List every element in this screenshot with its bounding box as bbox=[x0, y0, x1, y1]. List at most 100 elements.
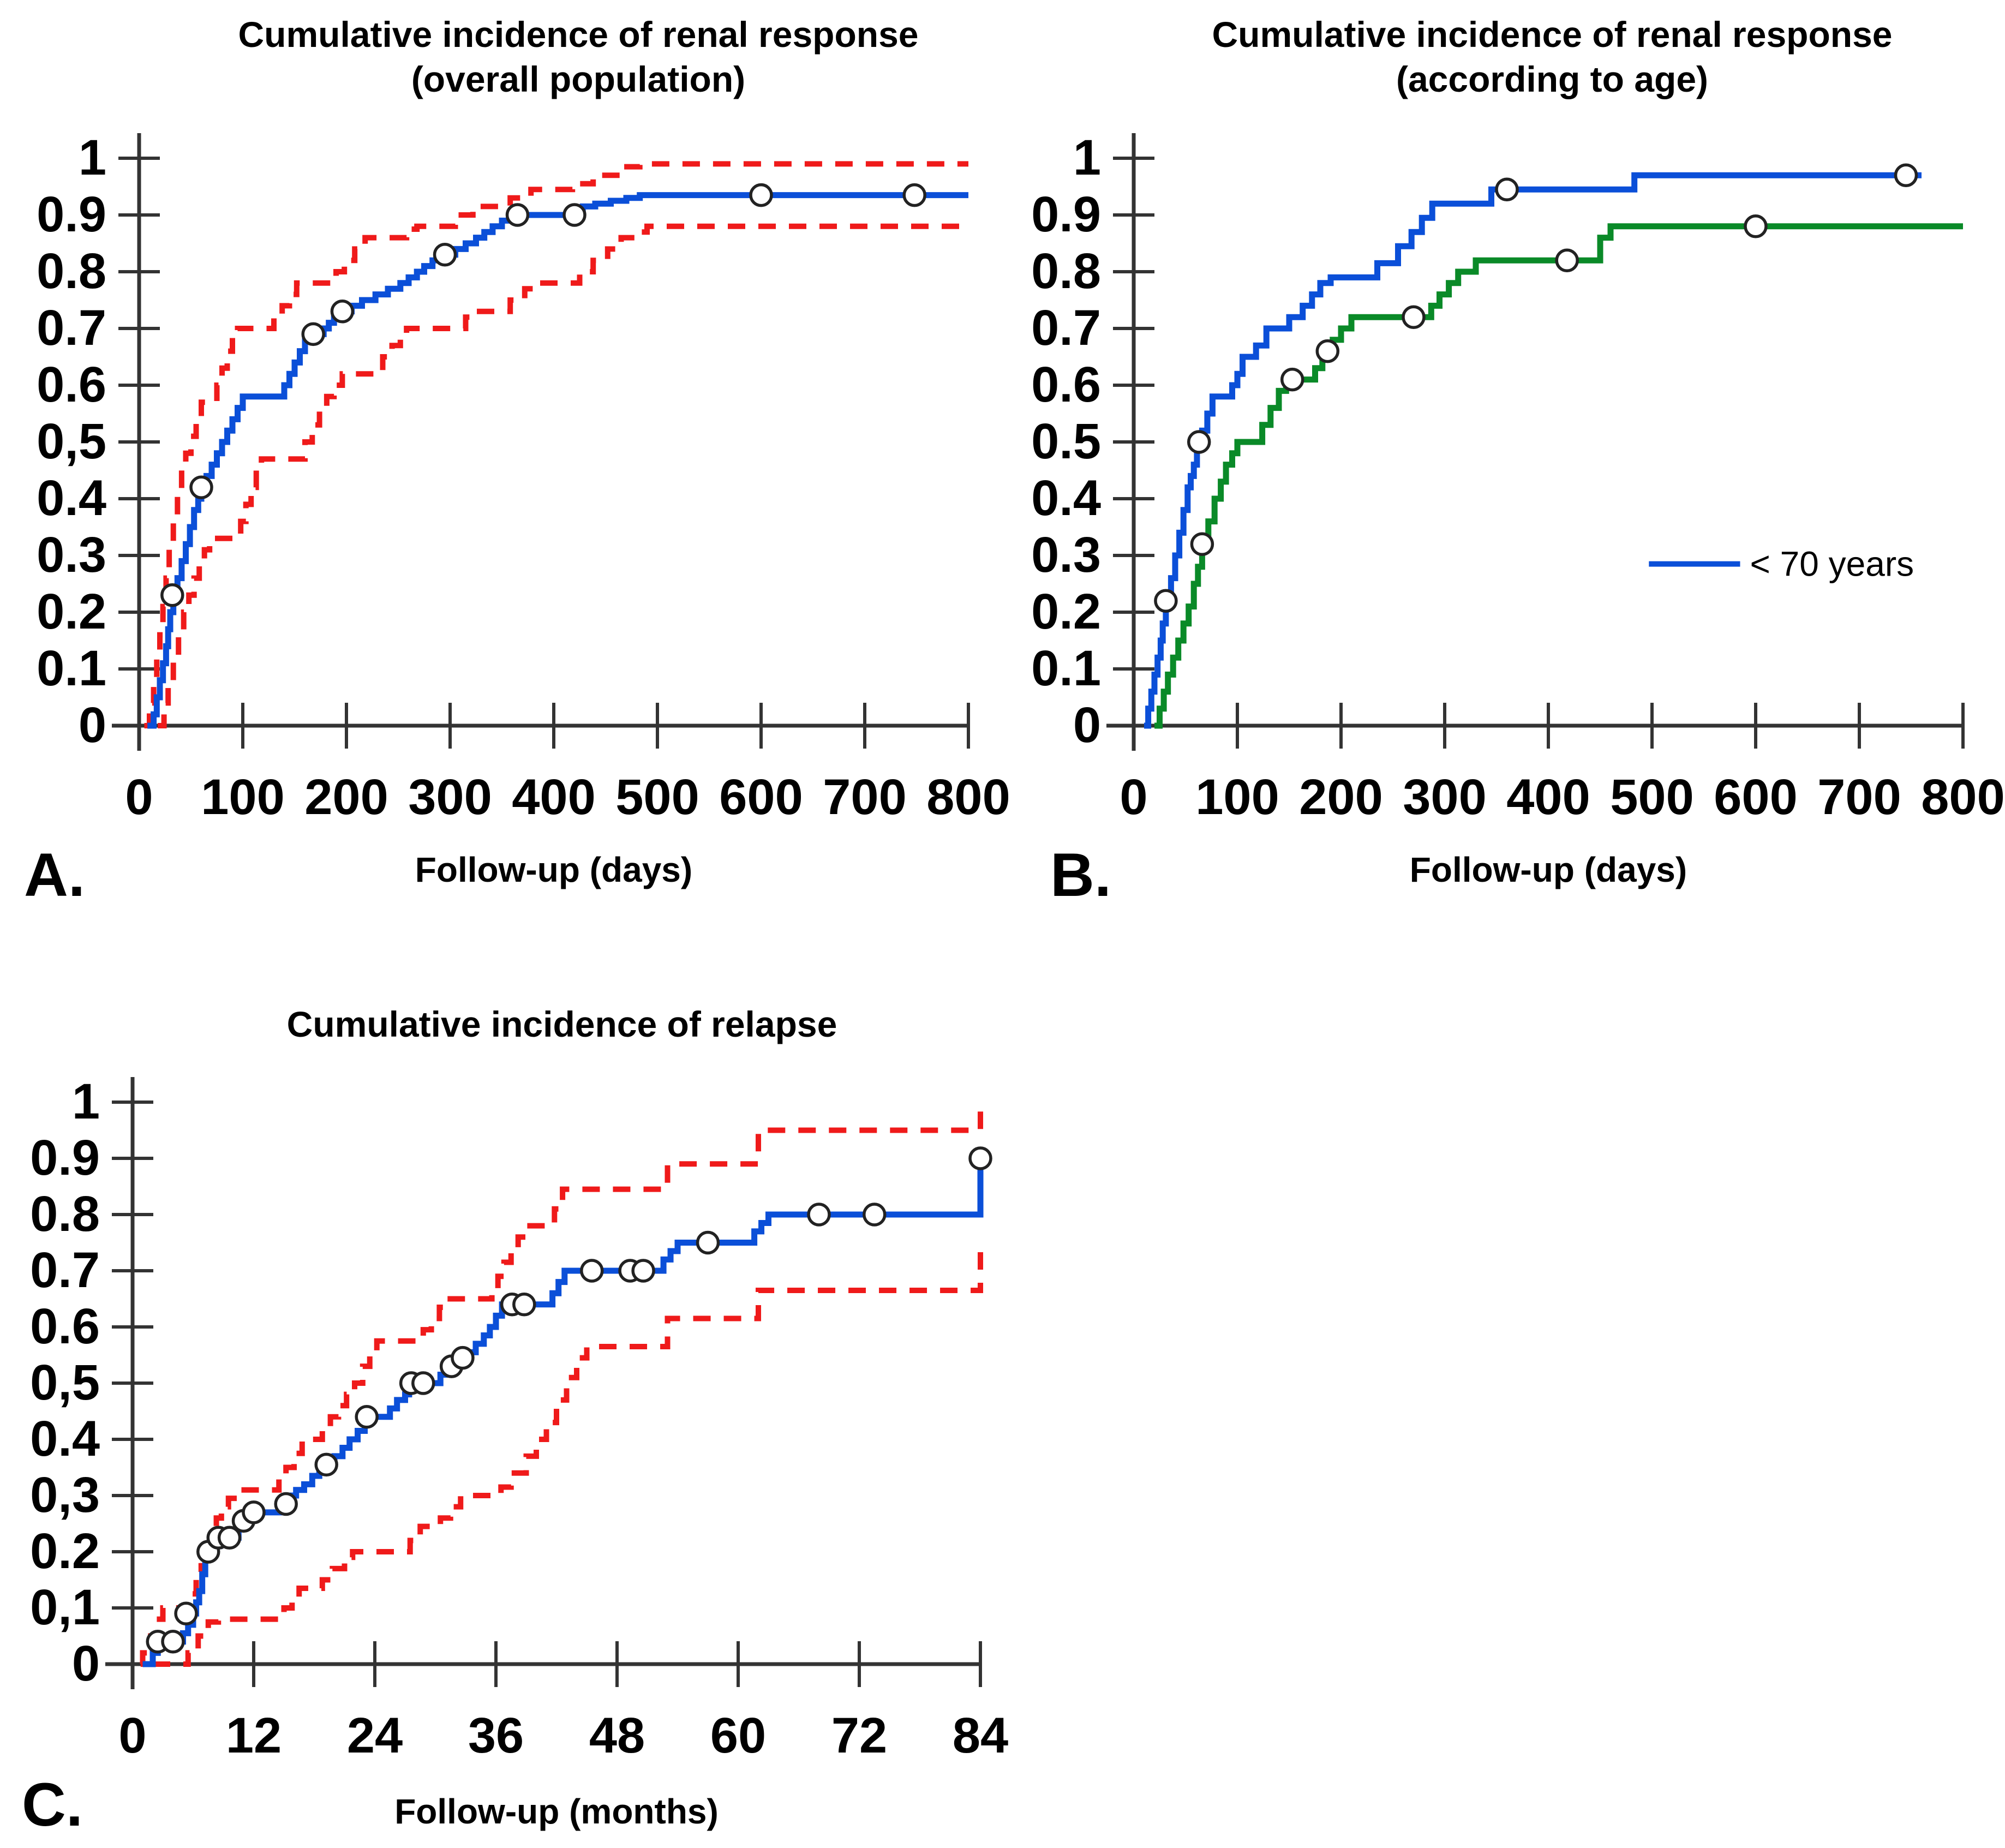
data-point-marker bbox=[301, 322, 325, 346]
data-point-marker bbox=[580, 1259, 604, 1283]
legend-label: < 70 years bbox=[1750, 545, 1914, 584]
panel-a-letter: A. bbox=[24, 841, 85, 909]
data-point-marker bbox=[512, 1293, 536, 1317]
x-tick-label: 600 bbox=[719, 769, 803, 825]
x-tick-label: 48 bbox=[589, 1708, 645, 1763]
y-tick-label: 0.6 bbox=[1031, 357, 1101, 412]
data-point-marker bbox=[1744, 214, 1768, 238]
chart-a-title-line1: Cumulative incidence of renal response bbox=[238, 14, 918, 55]
data-point-marker bbox=[1315, 339, 1340, 363]
y-tick-label: 1 bbox=[72, 1074, 100, 1129]
series-b-0-line bbox=[1144, 172, 1922, 729]
y-tick-label: 0.4 bbox=[1031, 470, 1101, 526]
y-tick-label: 0.8 bbox=[30, 1186, 100, 1242]
x-axis-label: Follow-up (days) bbox=[415, 850, 692, 889]
chart-c-svg: Cumulative incidence of relapse10.90.80.… bbox=[30, 1004, 1008, 1831]
x-tick-label: 700 bbox=[1817, 769, 1901, 825]
x-tick-label: 24 bbox=[347, 1708, 403, 1763]
y-tick-label: 0.2 bbox=[1031, 584, 1101, 639]
x-tick-label: 84 bbox=[953, 1708, 1008, 1763]
x-axis-label: Follow-up (days) bbox=[1410, 850, 1687, 889]
data-point-marker bbox=[355, 1405, 379, 1429]
y-tick-label: 0.4 bbox=[30, 1411, 100, 1467]
y-tick-label: 0.9 bbox=[1031, 187, 1101, 242]
y-tick-label: 1 bbox=[79, 130, 106, 186]
data-point-marker bbox=[242, 1500, 266, 1524]
data-point-marker bbox=[807, 1203, 831, 1227]
y-tick-label: 0.6 bbox=[37, 357, 106, 412]
y-tick-label: 0,3 bbox=[30, 1467, 100, 1523]
data-point-marker bbox=[505, 203, 530, 227]
y-tick-label: 0.9 bbox=[37, 187, 106, 242]
x-tick-label: 200 bbox=[1299, 769, 1383, 825]
series-c-2-line bbox=[142, 1158, 984, 1667]
series-b-1-line bbox=[1154, 223, 1963, 729]
x-axis-label: Follow-up (months) bbox=[394, 1792, 719, 1831]
x-tick-label: 0 bbox=[118, 1708, 146, 1763]
y-tick-label: 0.7 bbox=[30, 1242, 100, 1298]
data-point-marker bbox=[217, 1526, 242, 1550]
y-tick-label: 0.3 bbox=[37, 527, 106, 583]
data-point-marker bbox=[968, 1146, 992, 1170]
data-point-marker bbox=[1555, 248, 1579, 272]
data-point-marker bbox=[1894, 163, 1918, 187]
x-tick-label: 500 bbox=[615, 769, 699, 825]
panel-c-letter: C. bbox=[22, 1771, 83, 1839]
x-tick-label: 400 bbox=[1506, 769, 1590, 825]
data-point-marker bbox=[161, 1630, 185, 1654]
x-tick-label: 300 bbox=[408, 769, 492, 825]
chart-a-svg: Cumulative incidence of renal response(o… bbox=[37, 14, 1009, 889]
x-tick-label: 700 bbox=[823, 769, 907, 825]
y-tick-label: 0.1 bbox=[1031, 641, 1101, 696]
data-point-marker bbox=[1190, 532, 1214, 556]
panel-b-letter: B. bbox=[1050, 841, 1111, 909]
y-tick-label: 0.8 bbox=[37, 243, 106, 299]
x-tick-label: 0 bbox=[1120, 769, 1147, 825]
y-tick-label: 0,5 bbox=[30, 1355, 100, 1410]
data-point-marker bbox=[174, 1601, 198, 1626]
data-point-marker bbox=[451, 1345, 475, 1370]
y-tick-label: 0 bbox=[72, 1636, 100, 1691]
chart-c-title-line1: Cumulative incidence of relapse bbox=[287, 1004, 837, 1044]
x-tick-label: 100 bbox=[1195, 769, 1279, 825]
chart-b-svg: Cumulative incidence of renal response(a… bbox=[1031, 14, 2005, 889]
y-tick-label: 0 bbox=[1073, 697, 1101, 753]
panel-a: Cumulative incidence of renal response (o… bbox=[0, 0, 1009, 924]
x-tick-label: 600 bbox=[1714, 769, 1798, 825]
series-c-1-line bbox=[153, 1245, 983, 1667]
panel-c: Cumulative incidence of relapse 1 0.9 0.8 0.… bbox=[0, 924, 1009, 1848]
y-tick-label: 1 bbox=[1073, 130, 1101, 186]
x-tick-label: 400 bbox=[512, 769, 596, 825]
y-tick-label: 0.9 bbox=[30, 1130, 100, 1186]
data-point-marker bbox=[562, 203, 586, 227]
x-tick-label: 200 bbox=[304, 769, 388, 825]
y-tick-label: 0.4 bbox=[37, 470, 106, 526]
x-tick-label: 800 bbox=[926, 769, 1009, 825]
panel-b: Cumulative incidence of renal response (a… bbox=[996, 0, 2005, 924]
x-tick-label: 72 bbox=[831, 1708, 887, 1763]
chart-b-title-line1: Cumulative incidence of renal response bbox=[1212, 14, 1892, 55]
series-c-0-line bbox=[140, 1102, 983, 1667]
data-point-marker bbox=[863, 1203, 887, 1227]
data-point-marker bbox=[189, 475, 213, 499]
data-point-marker bbox=[274, 1492, 298, 1516]
y-tick-label: 0.3 bbox=[1031, 527, 1101, 583]
y-tick-label: 0.2 bbox=[30, 1523, 100, 1579]
x-tick-label: 300 bbox=[1403, 769, 1487, 825]
y-tick-label: 0.2 bbox=[37, 584, 106, 639]
chart-a-title-line2: (overall population) bbox=[411, 59, 745, 99]
x-tick-label: 500 bbox=[1610, 769, 1694, 825]
series-a-0-line bbox=[144, 161, 968, 728]
data-point-marker bbox=[1187, 430, 1211, 454]
data-point-marker bbox=[314, 1452, 338, 1477]
data-point-marker bbox=[696, 1230, 720, 1255]
y-tick-label: 0.5 bbox=[1031, 414, 1101, 469]
data-point-marker bbox=[330, 300, 355, 324]
x-tick-label: 12 bbox=[226, 1708, 282, 1763]
x-tick-label: 36 bbox=[468, 1708, 524, 1763]
data-point-marker bbox=[433, 243, 457, 267]
y-tick-label: 0.8 bbox=[1031, 243, 1101, 299]
y-tick-label: 0,1 bbox=[30, 1580, 100, 1635]
y-tick-label: 0.6 bbox=[30, 1299, 100, 1354]
